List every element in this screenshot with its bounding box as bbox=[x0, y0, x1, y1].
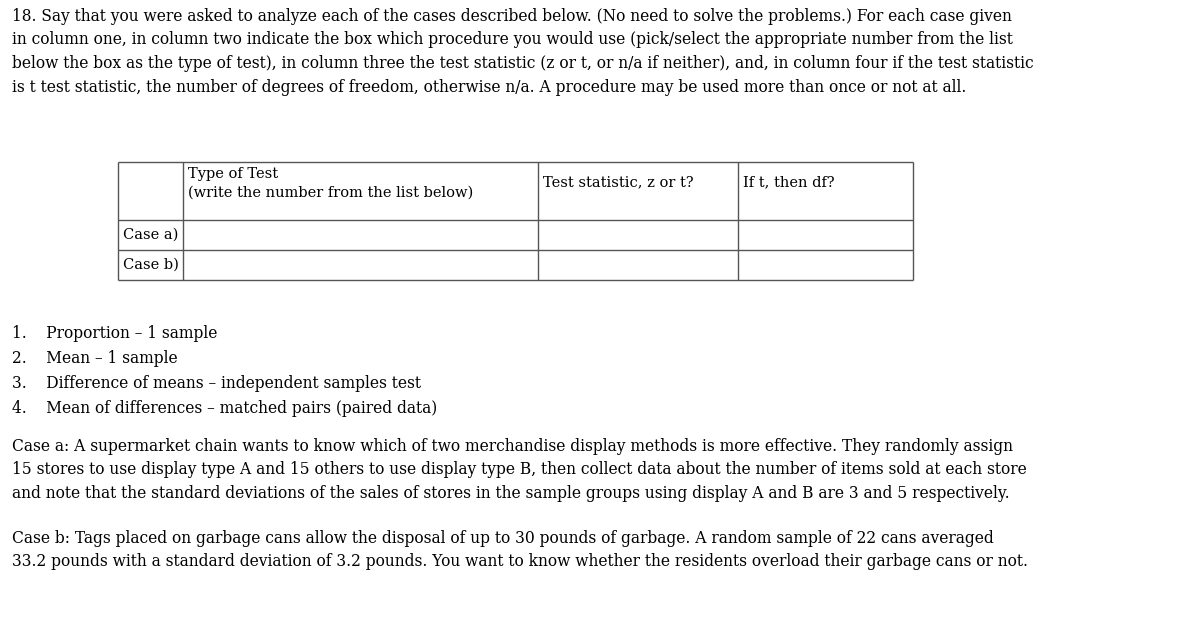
Text: 1.    Proportion – 1 sample: 1. Proportion – 1 sample bbox=[12, 325, 217, 342]
Text: 4.    Mean of differences – matched pairs (paired data): 4. Mean of differences – matched pairs (… bbox=[12, 400, 437, 417]
Text: 2.    Mean – 1 sample: 2. Mean – 1 sample bbox=[12, 350, 178, 367]
Text: 18. Say that you were asked to analyze each of the cases described below. (No ne: 18. Say that you were asked to analyze e… bbox=[12, 8, 1033, 96]
Text: Case a: A supermarket chain wants to know which of two merchandise display metho: Case a: A supermarket chain wants to kno… bbox=[12, 438, 1027, 502]
Text: Case b): Case b) bbox=[124, 258, 179, 272]
Text: Case a): Case a) bbox=[124, 228, 179, 242]
Text: Test statistic, z or t?: Test statistic, z or t? bbox=[542, 175, 694, 189]
Text: Type of Test
(write the number from the list below): Type of Test (write the number from the … bbox=[188, 167, 473, 200]
Text: Case b: Tags placed on garbage cans allow the disposal of up to 30 pounds of gar: Case b: Tags placed on garbage cans allo… bbox=[12, 530, 1028, 571]
Text: 3.    Difference of means – independent samples test: 3. Difference of means – independent sam… bbox=[12, 375, 421, 392]
Text: If t, then df?: If t, then df? bbox=[743, 175, 835, 189]
